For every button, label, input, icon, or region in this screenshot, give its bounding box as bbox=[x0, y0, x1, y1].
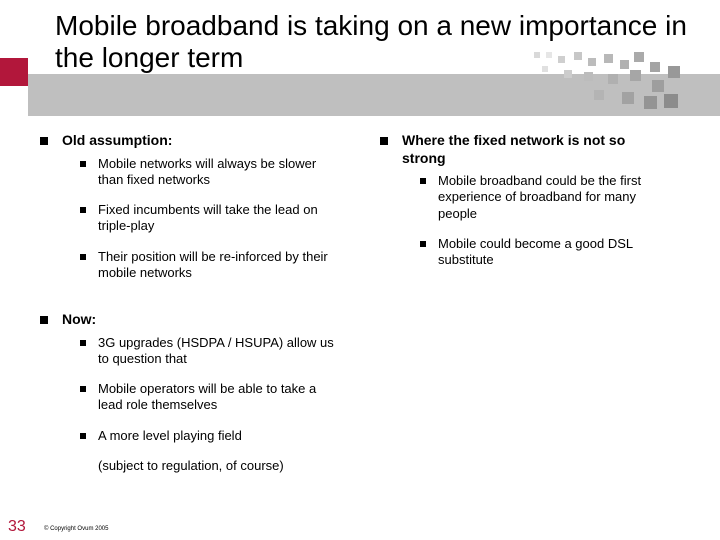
copyright: © Copyright Ovum 2005 bbox=[44, 526, 108, 532]
bullet-icon bbox=[80, 161, 86, 167]
bullet-icon bbox=[80, 340, 86, 346]
section-title: Old assumption: bbox=[62, 132, 172, 150]
list-item: Mobile operators will be able to take a … bbox=[80, 381, 360, 414]
item-text: Their position will be re-inforced by th… bbox=[98, 249, 338, 282]
section-head: Now: bbox=[40, 311, 360, 329]
bullet-icon bbox=[380, 137, 388, 145]
item-text: Mobile networks will always be slower th… bbox=[98, 156, 338, 189]
bullet-icon bbox=[80, 386, 86, 392]
bullet-icon bbox=[80, 433, 86, 439]
bullet-icon bbox=[80, 254, 86, 260]
item-text: Mobile broadband could be the first expe… bbox=[438, 173, 678, 222]
bullet-icon bbox=[40, 137, 48, 145]
body: Old assumption: Mobile networks will alw… bbox=[40, 132, 700, 510]
section-head: Where the fixed network is not so strong bbox=[380, 132, 700, 167]
bullet-icon bbox=[80, 207, 86, 213]
list-item: Their position will be re-inforced by th… bbox=[80, 249, 360, 282]
bullet-icon bbox=[40, 316, 48, 324]
list-item: Mobile broadband could be the first expe… bbox=[420, 173, 700, 222]
bullet-icon bbox=[420, 178, 426, 184]
page-number: 33 bbox=[8, 518, 26, 536]
item-text: Mobile operators will be able to take a … bbox=[98, 381, 338, 414]
list-item: A more level playing field bbox=[80, 428, 360, 444]
accent-notch bbox=[0, 58, 28, 86]
slide: Mobile broadband is taking on a new impo… bbox=[0, 0, 720, 540]
list-item: Fixed incumbents will take the lead on t… bbox=[80, 202, 360, 235]
section-title: Now: bbox=[62, 311, 96, 329]
list-item: Mobile networks will always be slower th… bbox=[80, 156, 360, 189]
bullet-icon bbox=[420, 241, 426, 247]
section-title: Where the fixed network is not so strong bbox=[402, 132, 662, 167]
section-head: Old assumption: bbox=[40, 132, 360, 150]
pixel-decoration bbox=[534, 52, 684, 114]
list-item: Mobile could become a good DSL substitut… bbox=[420, 236, 700, 269]
item-text: 3G upgrades (HSDPA / HSUPA) allow us to … bbox=[98, 335, 338, 368]
item-text: Mobile could become a good DSL substitut… bbox=[438, 236, 678, 269]
left-column: Old assumption: Mobile networks will alw… bbox=[40, 132, 370, 510]
section-note: (subject to regulation, of course) bbox=[98, 458, 360, 473]
item-text: Fixed incumbents will take the lead on t… bbox=[98, 202, 338, 235]
item-text: A more level playing field bbox=[98, 428, 242, 444]
list-item: 3G upgrades (HSDPA / HSUPA) allow us to … bbox=[80, 335, 360, 368]
right-column: Where the fixed network is not so strong… bbox=[370, 132, 700, 510]
